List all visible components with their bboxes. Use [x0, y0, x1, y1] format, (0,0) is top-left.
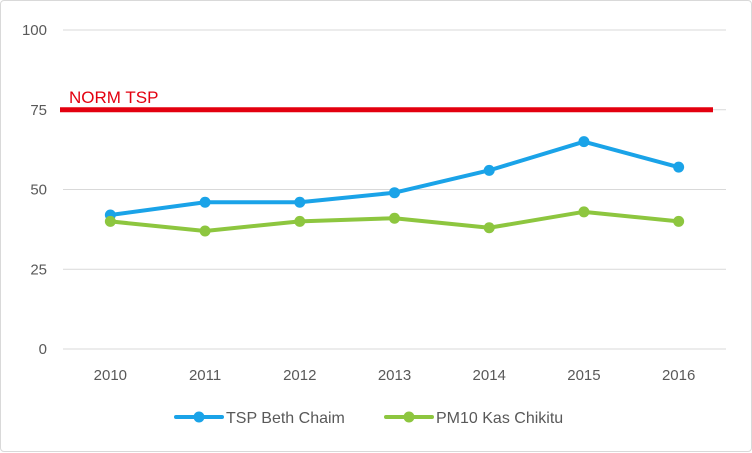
legend-label-1: PM10 Kas Chikitu	[436, 410, 563, 427]
series-1	[104, 206, 685, 237]
legend: TSP Beth Chaim PM10 Kas Chikitu	[174, 410, 563, 427]
data-point-1-2016	[673, 215, 685, 227]
y-axis-ticks: 0 25 50 75 100	[22, 22, 47, 358]
data-point-1-2015	[578, 206, 590, 218]
series-line-0	[108, 139, 681, 218]
data-point-1-2010	[104, 215, 116, 227]
y-tick-label-0: 0	[39, 341, 47, 358]
data-point-0-2014	[483, 164, 495, 176]
data-point-1-2011	[199, 225, 211, 237]
x-tick-label-2011: 2011	[189, 367, 221, 384]
x-axis-ticks: 2010 2011 2012 2013 2014 2015 2016	[94, 367, 696, 384]
legend-item-1: PM10 Kas Chikitu	[384, 410, 563, 427]
data-point-0-2015	[578, 136, 590, 148]
data-point-0-2016	[673, 161, 685, 173]
y-tick-label-75: 75	[30, 102, 47, 119]
legend-item-0: TSP Beth Chaim	[174, 410, 345, 427]
legend-swatch-marker-0	[193, 411, 205, 423]
x-tick-label-2014: 2014	[473, 367, 506, 384]
legend-label-0: TSP Beth Chaim	[226, 410, 345, 427]
y-tick-label-25: 25	[30, 261, 47, 278]
legend-swatch-marker-1	[403, 411, 415, 423]
series-group	[104, 136, 685, 237]
x-tick-label-2010: 2010	[94, 367, 127, 384]
x-tick-label-2016: 2016	[662, 367, 695, 384]
series-0	[104, 136, 685, 221]
data-point-0-2011	[199, 196, 211, 208]
reference-line-group: NORM TSP	[60, 88, 713, 113]
data-point-1-2013	[389, 212, 400, 224]
data-point-0-2012	[294, 196, 306, 208]
data-point-0-2013	[389, 187, 400, 199]
y-tick-label-50: 50	[30, 182, 47, 199]
x-tick-label-2012: 2012	[283, 367, 316, 384]
reference-line-label: NORM TSP	[69, 88, 158, 107]
data-point-1-2012	[294, 215, 306, 227]
y-tick-label-100: 100	[22, 22, 47, 39]
x-tick-label-2013: 2013	[378, 367, 411, 384]
x-tick-label-2015: 2015	[567, 367, 600, 384]
data-point-1-2014	[483, 222, 495, 234]
